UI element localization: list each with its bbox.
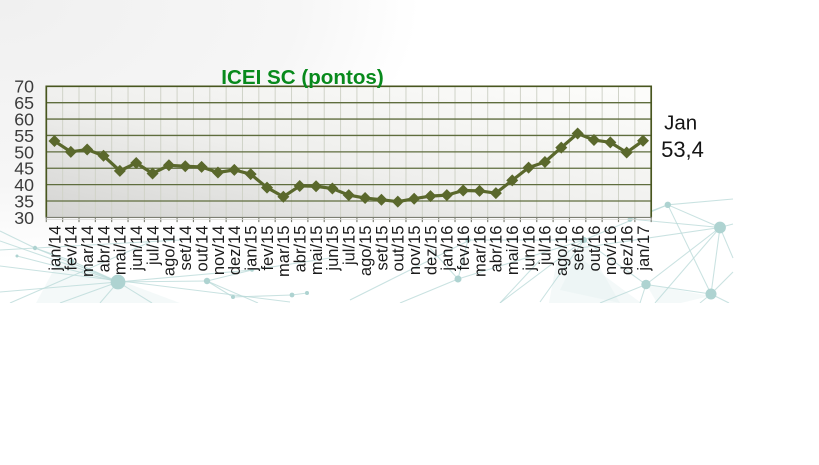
svg-text:30: 30 bbox=[14, 208, 34, 228]
svg-text:jul/14: jul/14 bbox=[144, 226, 162, 266]
svg-text:nov/16: nov/16 bbox=[602, 226, 620, 276]
svg-text:fev/14: fev/14 bbox=[63, 226, 81, 271]
svg-text:ICEI SC (pontos): ICEI SC (pontos) bbox=[221, 66, 383, 89]
svg-text:jan/17: jan/17 bbox=[635, 226, 653, 272]
svg-text:nov/14: nov/14 bbox=[210, 226, 228, 276]
svg-text:60: 60 bbox=[14, 110, 34, 130]
svg-text:jan/14: jan/14 bbox=[46, 226, 64, 272]
svg-text:53,4: 53,4 bbox=[661, 137, 704, 162]
svg-text:50: 50 bbox=[14, 142, 34, 162]
svg-text:dez/14: dez/14 bbox=[226, 226, 244, 276]
svg-text:35: 35 bbox=[14, 191, 34, 211]
svg-text:out/14: out/14 bbox=[193, 226, 211, 272]
svg-text:fev/15: fev/15 bbox=[259, 226, 277, 271]
svg-text:nov/15: nov/15 bbox=[406, 226, 424, 276]
svg-text:65: 65 bbox=[14, 93, 34, 113]
svg-text:set/15: set/15 bbox=[373, 226, 391, 271]
svg-text:ago/15: ago/15 bbox=[357, 226, 375, 276]
svg-text:Jan: Jan bbox=[664, 111, 697, 134]
svg-text:dez/16: dez/16 bbox=[618, 226, 636, 276]
svg-text:fev/16: fev/16 bbox=[455, 226, 473, 271]
svg-text:mai/15: mai/15 bbox=[308, 226, 326, 276]
svg-text:abr/15: abr/15 bbox=[292, 226, 310, 273]
svg-text:set/14: set/14 bbox=[177, 226, 195, 271]
svg-text:mar/16: mar/16 bbox=[471, 226, 489, 277]
svg-text:mai/14: mai/14 bbox=[112, 226, 130, 276]
svg-text:70: 70 bbox=[14, 77, 34, 97]
svg-text:jul/15: jul/15 bbox=[341, 226, 359, 266]
svg-text:jan/16: jan/16 bbox=[439, 226, 457, 272]
svg-text:jun/15: jun/15 bbox=[324, 226, 342, 272]
svg-text:45: 45 bbox=[14, 159, 34, 179]
svg-text:jun/16: jun/16 bbox=[520, 226, 538, 272]
svg-text:55: 55 bbox=[14, 126, 34, 146]
svg-text:out/15: out/15 bbox=[390, 226, 408, 272]
svg-text:jul/16: jul/16 bbox=[537, 226, 555, 266]
svg-text:dez/15: dez/15 bbox=[422, 226, 440, 276]
svg-text:mar/15: mar/15 bbox=[275, 226, 293, 277]
svg-text:out/16: out/16 bbox=[586, 226, 604, 272]
svg-text:jun/14: jun/14 bbox=[128, 226, 146, 272]
svg-text:abr/16: abr/16 bbox=[488, 226, 506, 273]
svg-text:abr/14: abr/14 bbox=[95, 226, 113, 273]
svg-text:mai/16: mai/16 bbox=[504, 226, 522, 276]
svg-text:ago/14: ago/14 bbox=[161, 226, 179, 276]
svg-text:set/16: set/16 bbox=[569, 226, 587, 271]
svg-text:jan/15: jan/15 bbox=[242, 226, 260, 272]
svg-text:ago/16: ago/16 bbox=[553, 226, 571, 276]
svg-text:mar/14: mar/14 bbox=[79, 226, 97, 277]
svg-text:40: 40 bbox=[14, 175, 34, 195]
